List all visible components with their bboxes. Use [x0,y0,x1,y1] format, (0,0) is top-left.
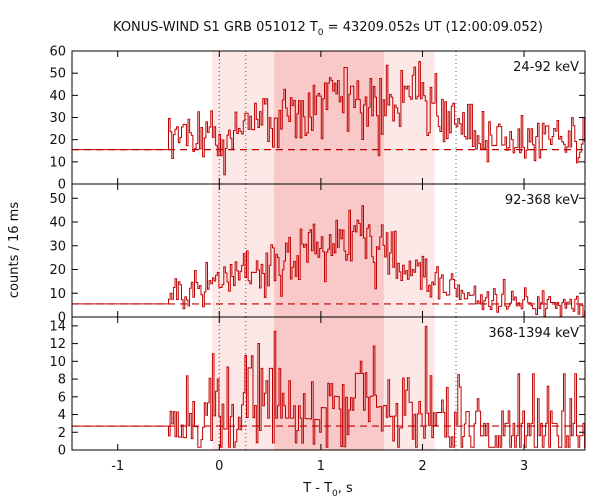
x-label-suffix: , s [338,481,353,496]
y-tick-label: 8 [58,373,66,388]
lightcurve-step-line [72,325,585,448]
y-tick-label: 10 [49,155,66,170]
panel-3: 0 2 4 6 8 10 12 14 368-1394 keV [49,316,586,459]
y-tick-label: 20 [49,133,66,148]
panel-1: 0 10 20 30 40 50 60 24-92 keV [49,45,586,193]
title-subscript: 0 [318,28,324,38]
lightcurve-step-line [72,61,585,176]
x-tick-label: 3 [520,459,528,474]
lightcurve-step-line [72,205,585,317]
y-tick-label: 40 [49,89,66,104]
title-suffix: = 43209.052s UT (12:00:09.052) [324,20,543,35]
y-tick-label: 12 [49,337,66,352]
x-tick-label: 1 [317,459,325,474]
energy-band-label: 92-368 keV [505,193,579,208]
energy-band-label: 24-92 keV [513,60,579,75]
y-tick-label: 40 [49,216,66,231]
x-axis-label: T - T0, s [302,481,353,499]
y-tick-label: 2 [58,426,66,441]
y-tick-label: 50 [49,67,66,82]
y-tick-label: 50 [49,192,66,207]
y-tick-label: 30 [49,239,66,254]
y-tick-label: 60 [49,45,66,60]
y-tick-label: 30 [49,111,66,126]
chart-title: KONUS-WIND S1 GRB 051012 T0 = 43209.052s… [113,20,543,38]
y-tick-label: 10 [49,287,66,302]
x-tick-label: -1 [111,459,124,474]
y-tick-label: 0 [58,444,66,459]
x-label-prefix: T - T [302,481,332,496]
y-tick-label: 20 [49,263,66,278]
x-tick-label: 2 [418,459,426,474]
x-label-subscript: 0 [332,489,338,499]
y-axis-label: counts / 16 ms [7,202,22,298]
panel-2: 0 10 20 30 40 50 92-368 keV [49,183,586,326]
y-tick-label: 6 [58,390,66,405]
energy-band-label: 368-1394 keV [488,326,579,341]
title-prefix: KONUS-WIND S1 GRB 051012 T [113,20,318,35]
y-tick-label: 0 [58,311,66,326]
y-tick-label: 4 [58,408,66,423]
y-tick-label: 0 [58,178,66,193]
panel-frame [71,316,586,451]
y-tick-label: 14 [49,319,66,334]
y-tick-label: 10 [49,355,66,370]
shaded-interval-dark [274,51,384,184]
x-tick-label: 0 [215,459,223,474]
